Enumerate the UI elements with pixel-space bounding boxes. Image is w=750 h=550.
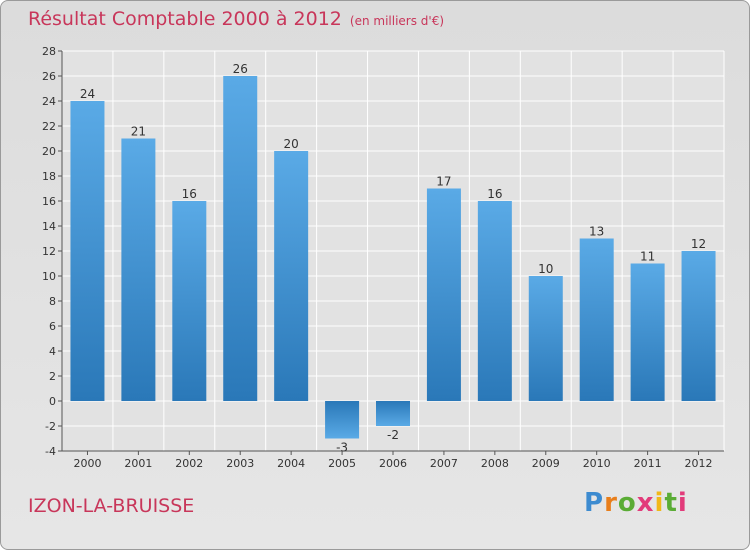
logo-letter: i <box>654 488 665 518</box>
data-label-2007: 17 <box>436 175 451 189</box>
bar-2007 <box>426 188 461 401</box>
data-label-2002: 16 <box>182 187 197 201</box>
chart-title-text: Résultat Comptable 2000 à 2012 <box>28 8 342 30</box>
bar-2008 <box>477 201 512 401</box>
x-tick-label-2011: 2011 <box>634 457 662 470</box>
data-labels: 24 21 16 26 20 -3 -2 17 16 10 13 11 12 <box>80 62 706 455</box>
bar-2010 <box>579 238 614 401</box>
y-tick-label: 4 <box>49 345 56 358</box>
bar-2003 <box>223 76 258 401</box>
y-tick-label: 26 <box>42 70 56 83</box>
x-tick-label-2003: 2003 <box>226 457 254 470</box>
bar-2002 <box>172 201 207 401</box>
bar-2004 <box>274 151 309 401</box>
bar-2009 <box>528 276 563 401</box>
data-label-2009: 10 <box>538 262 553 276</box>
x-tick-label-2008: 2008 <box>481 457 509 470</box>
proxiti-logo: Proxiti <box>584 488 688 518</box>
logo-letter: t <box>664 488 678 518</box>
bar-2001 <box>121 138 156 401</box>
data-label-2010: 13 <box>589 225 604 239</box>
y-tick-label: -4 <box>45 445 56 458</box>
x-tick-label-2000: 2000 <box>73 457 101 470</box>
y-tick-label: 6 <box>49 320 56 333</box>
data-label-2001: 21 <box>131 125 146 139</box>
data-label-2012: 12 <box>691 237 706 251</box>
x-tick-label-2010: 2010 <box>583 457 611 470</box>
y-tick-label: 10 <box>42 270 56 283</box>
logo-letter: r <box>604 488 618 518</box>
chart-unit: (en milliers d'€) <box>349 14 445 28</box>
x-tick-label-2007: 2007 <box>430 457 458 470</box>
y-tick-label: 12 <box>42 245 56 258</box>
x-tick-label-2004: 2004 <box>277 457 305 470</box>
x-tick-label-2012: 2012 <box>685 457 713 470</box>
data-label-2011: 11 <box>640 250 655 264</box>
x-tick-label-2001: 2001 <box>124 457 152 470</box>
logo-letter: P <box>584 488 605 518</box>
bar-2012 <box>681 251 716 401</box>
bar-2006 <box>376 401 410 426</box>
y-tick-label: 16 <box>42 195 56 208</box>
y-tick-label: 0 <box>49 395 56 408</box>
data-label-2000: 24 <box>80 87 95 101</box>
y-tick-label: 2 <box>49 370 56 383</box>
y-tick-label: 24 <box>42 95 56 108</box>
logo-letter: i <box>677 488 688 518</box>
data-label-2005: -3 <box>336 441 348 455</box>
y-tick-label: 18 <box>42 170 56 183</box>
commune-name: IZON-LA-BRUISSE <box>28 495 195 517</box>
chart-title: Résultat Comptable 2000 à 2012 (en millie… <box>28 8 444 30</box>
grid <box>61 50 725 452</box>
logo-letter: o <box>617 488 637 518</box>
y-tick-label: -2 <box>45 420 56 433</box>
data-label-2004: 20 <box>284 137 299 151</box>
data-label-2008: 16 <box>487 187 502 201</box>
bar-2011 <box>630 263 665 401</box>
bars <box>70 76 716 439</box>
bar-2000 <box>70 101 105 401</box>
data-label-2003: 26 <box>233 62 248 76</box>
data-label-2006: -2 <box>387 428 399 442</box>
y-tick-label: 8 <box>49 295 56 308</box>
y-tick-label: 22 <box>42 120 56 133</box>
bar-2005 <box>325 401 360 439</box>
y-tick-label: 20 <box>42 145 56 158</box>
x-tick-label-2006: 2006 <box>379 457 407 470</box>
y-tick-label: 14 <box>42 220 56 233</box>
x-tick-label-2002: 2002 <box>175 457 203 470</box>
y-tick-label: 28 <box>42 45 56 58</box>
logo-letter: x <box>636 488 655 518</box>
x-tick-label-2005: 2005 <box>328 457 356 470</box>
x-tick-label-2009: 2009 <box>532 457 560 470</box>
